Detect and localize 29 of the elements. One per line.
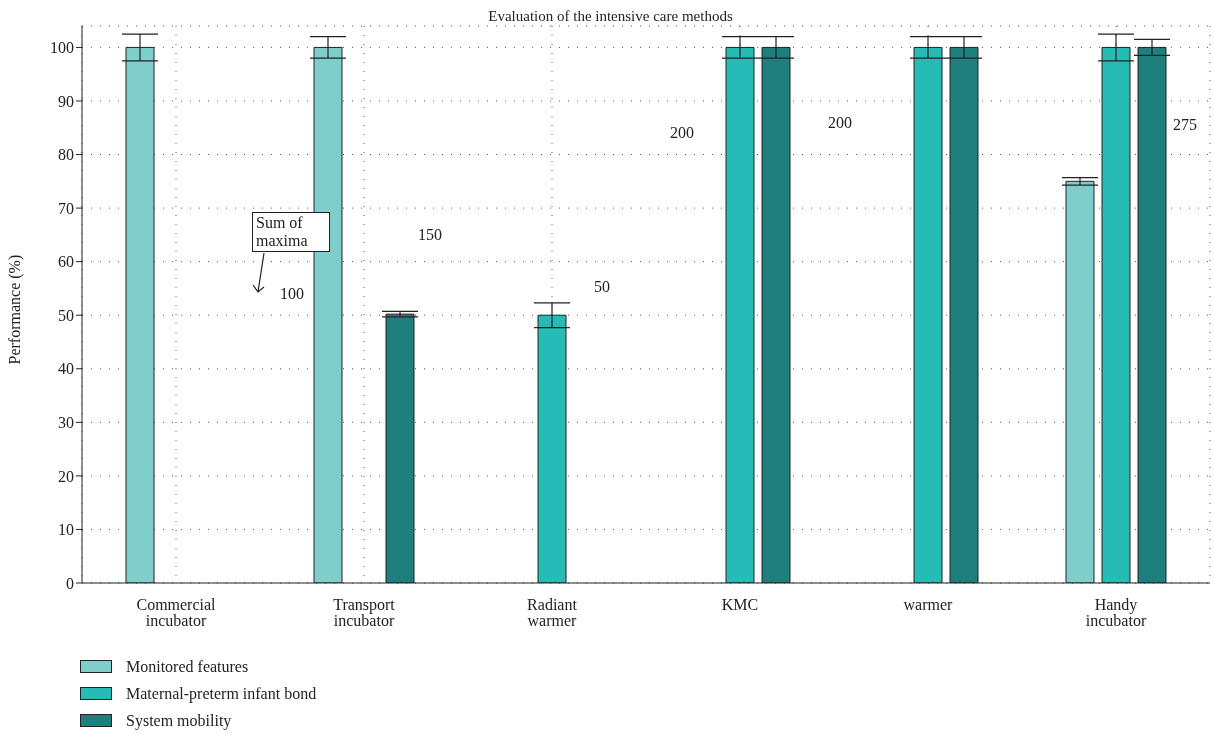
legend-label: Maternal-preterm infant bond bbox=[126, 684, 317, 703]
annotation: 275 bbox=[1173, 116, 1197, 134]
y-tick-label: 60 bbox=[58, 253, 74, 271]
y-tick-label: 80 bbox=[58, 146, 74, 164]
y-tick-label: 70 bbox=[58, 199, 74, 217]
annotation: 200 bbox=[670, 124, 694, 142]
x-tick-label: Radiant warmer bbox=[527, 596, 578, 630]
annotation: Sum of maxima bbox=[252, 212, 330, 252]
annotation: 150 bbox=[418, 226, 442, 244]
x-tick-label: Handy incubator bbox=[1085, 596, 1147, 630]
annotation: 100 bbox=[280, 285, 304, 303]
y-tick-label: 30 bbox=[58, 414, 74, 432]
y-tick-label: 10 bbox=[58, 521, 74, 539]
annotation: 50 bbox=[594, 278, 610, 296]
y-tick-label: 40 bbox=[58, 360, 74, 378]
y-axis-title: Performance (%) bbox=[5, 254, 24, 365]
annotation: 200 bbox=[828, 114, 852, 132]
y-tick-label: 100 bbox=[50, 39, 74, 57]
chart-title: Evaluation of the intensive care methods bbox=[487, 8, 734, 25]
x-tick-label: Commercial incubator bbox=[136, 596, 217, 630]
y-tick-label: 0 bbox=[66, 574, 74, 592]
y-tick-label: 90 bbox=[58, 92, 74, 110]
y-tick-label: 20 bbox=[58, 467, 74, 485]
y-tick-label: 50 bbox=[58, 306, 74, 324]
legend-label: Monitored features bbox=[126, 657, 249, 676]
x-tick-label: KMC bbox=[721, 596, 759, 614]
x-tick-label: Transport incubator bbox=[333, 596, 396, 630]
x-tick-label: warmer bbox=[903, 596, 954, 614]
legend-label: System mobility bbox=[126, 711, 232, 730]
